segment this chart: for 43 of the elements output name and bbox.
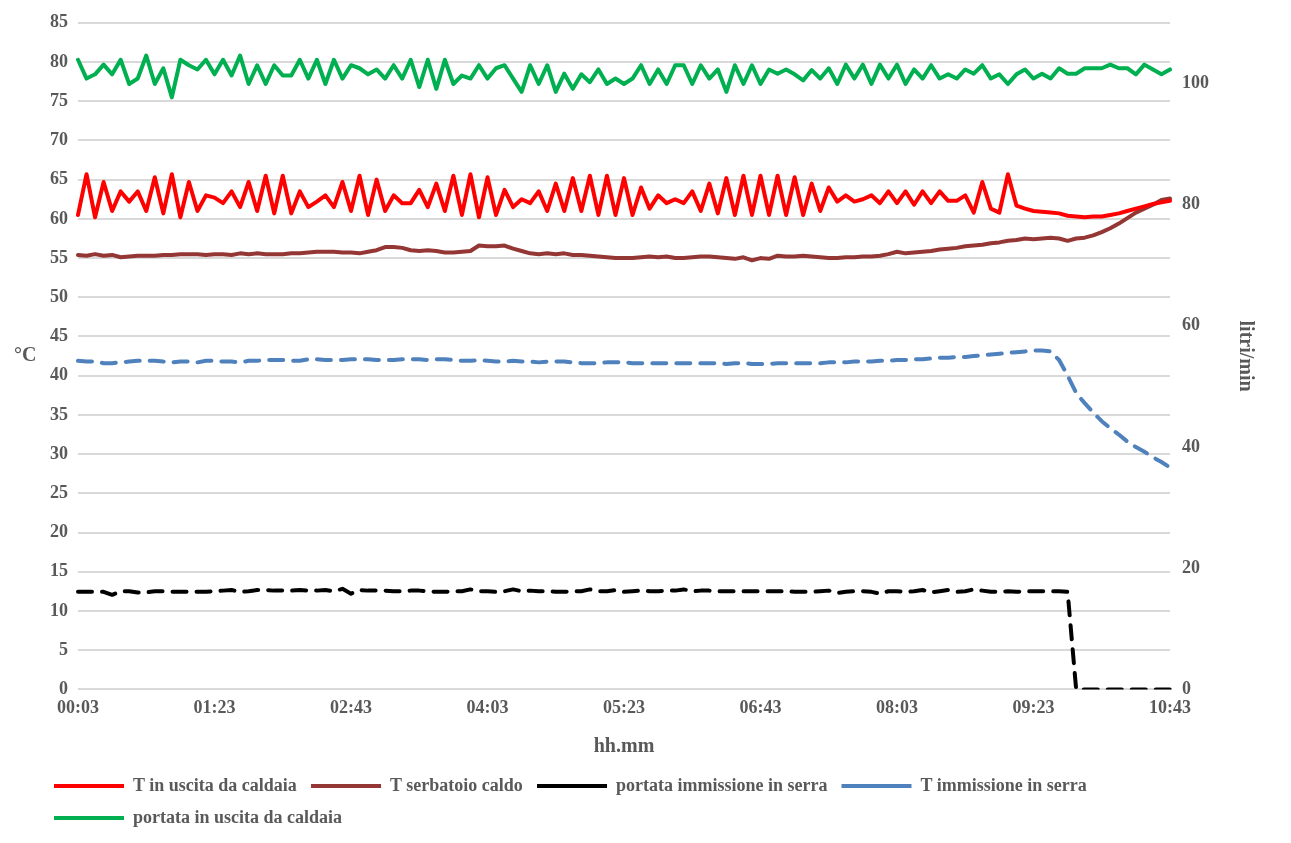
x-tick-label: 08:03 [876, 696, 918, 717]
y-tick-label: 45 [50, 325, 68, 346]
y-tick-label: 60 [50, 207, 68, 228]
y2-tick-label: 60 [1182, 314, 1200, 335]
legend-label: portata in uscita da caldaia [133, 806, 343, 827]
y-tick-label: 30 [50, 442, 68, 463]
x-tick-label: 00:03 [57, 696, 99, 717]
y-tick-label: 55 [50, 246, 68, 267]
x-tick-label: 06:43 [739, 696, 782, 717]
legend-label: T immissione in serra [920, 774, 1087, 795]
y-tick-label: 40 [50, 364, 68, 385]
y2-tick-label: 100 [1182, 72, 1209, 93]
y-tick-label: 20 [50, 521, 68, 542]
legend-label: T serbatoio caldo [390, 774, 523, 795]
x-tick-label: 10:43 [1149, 696, 1191, 717]
y-tick-label: 35 [50, 403, 68, 424]
y2-tick-label: 80 [1182, 193, 1200, 214]
x-tick-label: 02:43 [330, 696, 372, 717]
y2-tick-label: 40 [1182, 435, 1200, 456]
y2-tick-label: 20 [1182, 556, 1200, 577]
legend-label: portata immissione in serra [616, 774, 828, 795]
y-tick-label: 85 [50, 11, 68, 32]
x-tick-label: 05:23 [603, 696, 645, 717]
legend-label: T in uscita da caldaia [133, 774, 297, 795]
y-tick-label: 0 [59, 678, 68, 699]
line-series [76, 348, 1172, 470]
x-tick-label: 04:03 [466, 696, 509, 717]
x-tick-label: 01:23 [193, 696, 236, 717]
y-tick-label: 25 [50, 482, 68, 502]
y-tick-label: 80 [50, 50, 68, 71]
x-tick-label: 09:23 [1012, 696, 1055, 717]
y-tick-label: 70 [50, 129, 68, 150]
y-tick-label: 5 [59, 638, 68, 659]
y2-axis-title: litri/min [1235, 320, 1258, 392]
line-series [76, 586, 1172, 690]
y2-tick-label: 0 [1182, 678, 1191, 699]
y-tick-label: 10 [50, 599, 68, 620]
y-tick-label: 75 [50, 89, 68, 110]
y-axis-title: °C [14, 343, 37, 366]
y-tick-label: 15 [50, 560, 68, 581]
y-tick-label: 65 [50, 168, 68, 189]
x-axis-title: hh.mm [593, 734, 655, 757]
y-tick-label: 50 [50, 285, 68, 306]
